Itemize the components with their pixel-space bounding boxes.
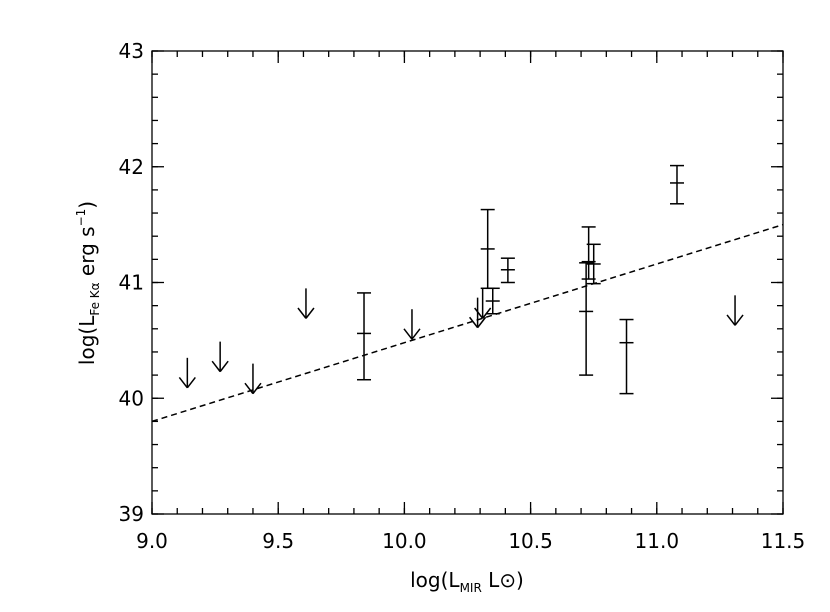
data-point — [581, 226, 596, 280]
upper-limit-arrow — [297, 288, 315, 319]
data-point — [586, 243, 601, 285]
fit-line — [151, 223, 784, 423]
upper-limit-arrow — [244, 363, 262, 395]
y-tick-label: 43 — [119, 39, 144, 63]
arrow-head-left — [244, 382, 254, 395]
arrow-head-right — [477, 316, 487, 329]
arrow-head-right — [734, 314, 744, 326]
upper-limit-arrow — [211, 341, 229, 373]
x-tick-label: 9.0 — [136, 529, 168, 553]
y-axis-title: log(LFe Kα erg s−1) — [74, 201, 102, 365]
arrow-head-right — [482, 307, 492, 319]
y-tick-label: 41 — [119, 271, 144, 295]
x-tick-label: 11.0 — [635, 529, 680, 553]
x-tick-label: 11.5 — [761, 529, 806, 553]
y-tick-labels: 39 40 41 42 43 — [119, 39, 144, 526]
upper-limit-arrow — [403, 309, 421, 340]
arrow-head-left — [474, 307, 484, 319]
arrow-head-right — [305, 307, 315, 319]
arrow-head-left — [469, 316, 479, 329]
data-point — [619, 318, 634, 395]
y-tick-label: 39 — [119, 502, 144, 526]
data-point — [669, 164, 684, 205]
plot-frame — [151, 50, 784, 515]
x-axis-title: log(LMIR L⊙) — [410, 568, 524, 595]
data-point — [579, 262, 594, 376]
data-point — [485, 287, 500, 315]
arrow-head-left — [178, 376, 188, 389]
ticks-layer — [151, 50, 784, 515]
upper-limit-arrow — [474, 288, 492, 319]
data-point — [480, 208, 495, 290]
x-tick-label: 10.5 — [508, 529, 553, 553]
data-point — [500, 257, 515, 284]
arrow-head-left — [211, 360, 221, 373]
fit-layer — [151, 223, 784, 423]
arrow-head-right — [252, 382, 262, 395]
y-tick-label: 40 — [119, 386, 144, 410]
upper-limit-arrow — [726, 295, 744, 326]
data-point — [357, 292, 372, 381]
x-tick-label: 10.0 — [382, 529, 427, 553]
detections-layer — [357, 164, 684, 395]
y-tick-label: 42 — [119, 155, 144, 179]
x-tick-labels: 9.0 9.5 10.0 10.5 11.0 11.5 — [136, 529, 805, 553]
upper-limit-arrow — [178, 357, 196, 389]
arrow-head-left — [297, 307, 307, 319]
arrow-head-right — [186, 376, 196, 389]
arrow-head-left — [726, 314, 736, 326]
limits-layer — [178, 288, 744, 395]
arrow-head-left — [403, 328, 413, 340]
arrow-head-right — [219, 360, 229, 373]
arrow-head-right — [411, 328, 421, 340]
x-tick-label: 9.5 — [262, 529, 294, 553]
